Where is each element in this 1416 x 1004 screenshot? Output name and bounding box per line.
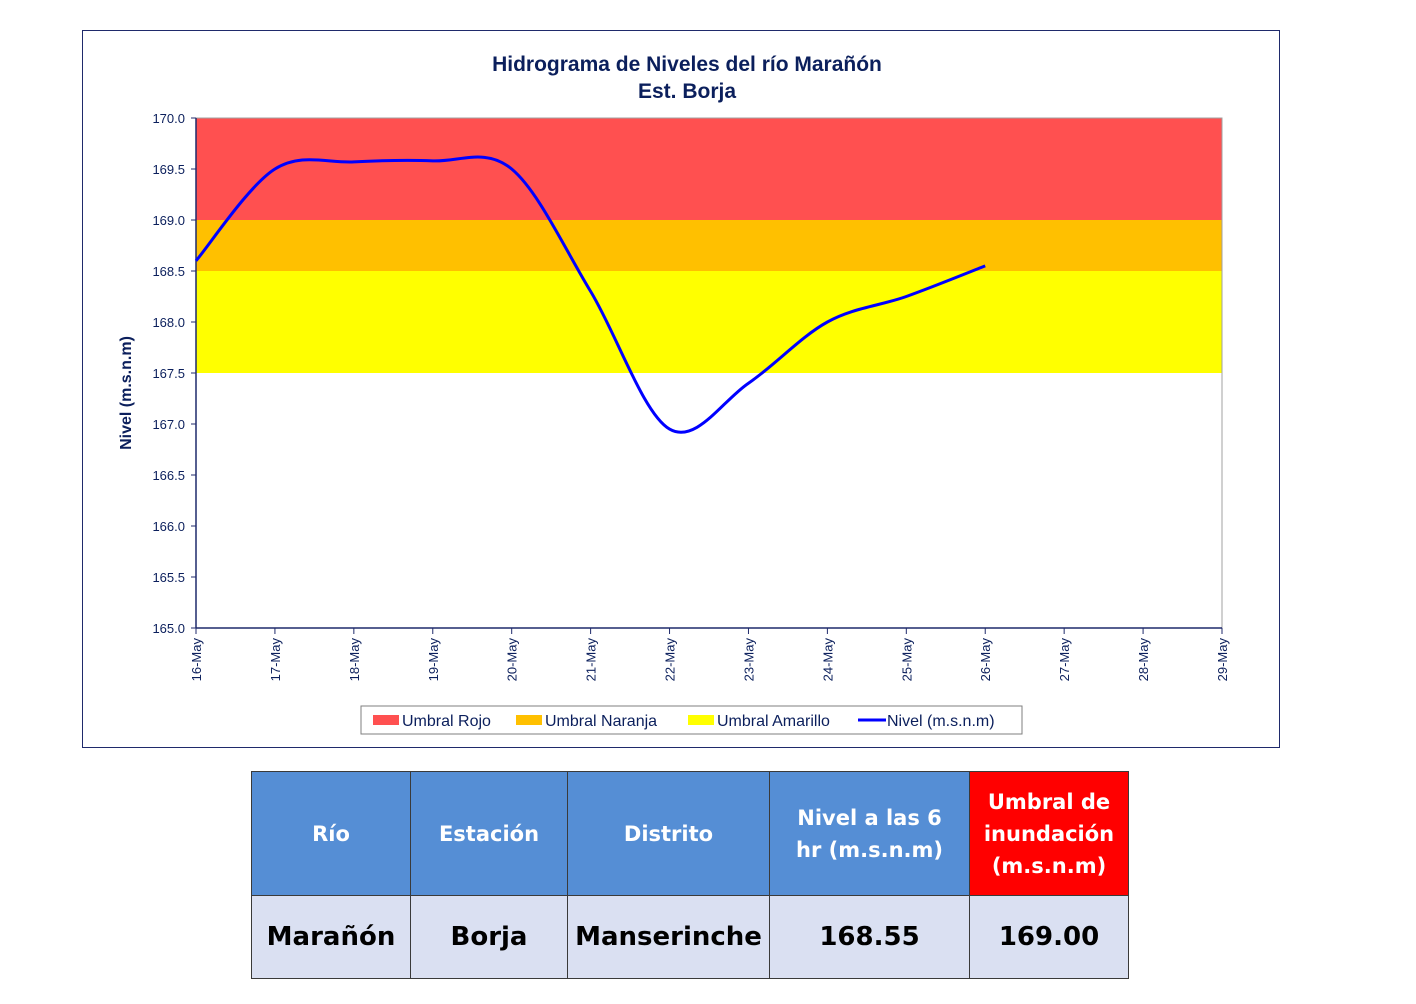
legend-swatch-1: [516, 715, 542, 725]
header-rio: Río: [251, 771, 411, 896]
table-header-row: Río Estación Distrito Nivel a las 6 hr (…: [251, 771, 1129, 896]
header-distrito: Distrito: [567, 771, 770, 896]
chart-title: Hidrograma de Niveles del río Marañón: [492, 53, 882, 76]
y-axis-ticks: 165.0 165.5 166.0 166.5 167.0 167.5 168.0 168.5…: [152, 111, 196, 636]
x-tick-label: 16-May: [189, 638, 204, 682]
x-tick-label: 28-May: [1136, 638, 1151, 682]
x-tick-label: 27-May: [1057, 638, 1072, 682]
series-layer: [194, 155, 986, 434]
x-tick-label: 17-May: [268, 638, 283, 682]
x-axis-ticks: 16-May 17-May 18-May 19-May 20-May 21-May 22-M…: [189, 628, 1230, 681]
y-tick-label: 168.0: [152, 315, 185, 330]
y-tick-label: 169.0: [152, 213, 185, 228]
y-tick-label: 165.0: [152, 621, 185, 636]
legend-label-2: Umbral Amarillo: [717, 713, 830, 730]
legend-label-3: Nivel (m.s.n.m): [887, 713, 995, 730]
y-tick-label: 169.5: [152, 162, 185, 177]
y-axis-label: Nivel (m.s.n.m): [118, 336, 135, 450]
hydrograph-chart: Hidrograma de Niveles del río Marañón Es…: [118, 53, 1230, 735]
x-tick-label: 23-May: [741, 638, 756, 682]
y-tick-label: 167.5: [152, 366, 185, 381]
x-tick-label: 19-May: [426, 638, 441, 682]
x-tick-label: 21-May: [584, 638, 599, 682]
x-tick-label: 29-May: [1215, 638, 1230, 682]
y-tick-label: 170.0: [152, 111, 185, 126]
x-tick-label: 18-May: [347, 638, 362, 682]
legend-label-1: Umbral Naranja: [545, 713, 657, 730]
value-distrito: Manserinche: [567, 895, 770, 979]
y-tick-label: 166.5: [152, 468, 185, 483]
y-tick-label: 168.5: [152, 264, 185, 279]
band-0: [196, 118, 1222, 220]
x-tick-label: 26-May: [978, 638, 993, 682]
x-tick-label: 20-May: [505, 638, 520, 682]
chart-subtitle: Est. Borja: [638, 80, 736, 103]
value-nivel: 168.55: [769, 895, 970, 979]
y-tick-label: 165.5: [152, 570, 185, 585]
series-line-nivel: [194, 155, 986, 434]
table-row: Marañón Borja Manserinche 168.55 169.00: [251, 895, 1129, 979]
header-nivel: Nivel a las 6 hr (m.s.n.m): [769, 771, 970, 896]
x-tick-label: 22-May: [663, 638, 678, 682]
chart-frame: Hidrograma de Niveles del río Marañón Es…: [82, 30, 1280, 748]
legend-swatch-2: [688, 715, 714, 725]
band-2: [196, 271, 1222, 373]
station-info-table: Río Estación Distrito Nivel a las 6 hr (…: [251, 771, 1129, 979]
x-tick-label: 25-May: [899, 638, 914, 682]
legend: Umbral Rojo Umbral Naranja Umbral Amarillo…: [360, 705, 1023, 735]
header-umbral: Umbral de inundación (m.s.n.m): [969, 771, 1129, 896]
threshold-bands: [196, 118, 1222, 373]
x-tick-label: 24-May: [820, 638, 835, 682]
y-tick-label: 166.0: [152, 519, 185, 534]
band-1: [196, 220, 1222, 271]
value-rio: Marañón: [251, 895, 411, 979]
header-estacion: Estación: [410, 771, 568, 896]
legend-swatch-0: [373, 715, 399, 725]
value-estacion: Borja: [410, 895, 568, 979]
y-tick-label: 167.0: [152, 417, 185, 432]
value-umbral: 169.00: [969, 895, 1129, 979]
legend-label-0: Umbral Rojo: [402, 713, 491, 730]
